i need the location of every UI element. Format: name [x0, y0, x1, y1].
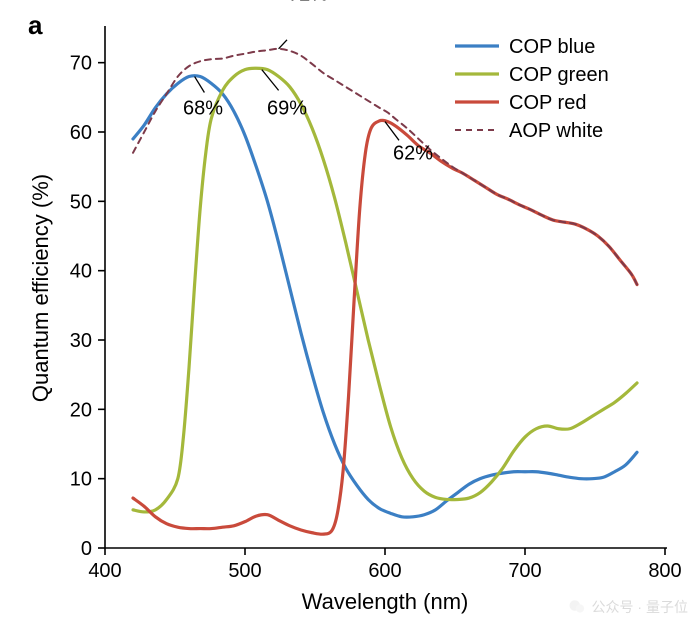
annotation-label: 69%	[267, 98, 307, 120]
x-tick-label: 600	[368, 560, 401, 582]
y-tick-label: 70	[70, 53, 92, 75]
y-tick-label: 10	[70, 469, 92, 491]
watermark: 公众号 · 量子位	[568, 597, 688, 617]
quantum-efficiency-chart: 400 500 600 700 800 0 10 20 30 40 50 60 70 Wavelength…	[0, 0, 700, 625]
watermark-text: 公众号 · 量子位	[592, 597, 688, 617]
y-tick-label: 50	[70, 191, 92, 213]
legend-label: COP red	[509, 92, 586, 114]
x-tick-label: 500	[228, 560, 261, 582]
x-tick-label: 800	[648, 560, 681, 582]
x-axis-label: Wavelength (nm)	[302, 589, 469, 614]
annotation-label: 62%	[393, 143, 433, 165]
legend-label: COP green	[509, 64, 609, 86]
y-tick-label: 20	[70, 399, 92, 421]
wechat-icon	[568, 598, 586, 616]
y-tick-label: 60	[70, 122, 92, 144]
x-tick-label: 700	[508, 560, 541, 582]
legend-label: COP blue	[509, 36, 595, 58]
y-tick-label: 30	[70, 330, 92, 352]
x-tick-label: 400	[88, 560, 121, 582]
legend-label: AOP white	[509, 120, 603, 142]
y-tick-label: 40	[70, 261, 92, 283]
y-tick-label: 0	[81, 538, 92, 560]
y-axis-label: Quantum efficiency (%)	[28, 174, 53, 402]
annotation-label: 68%	[183, 98, 223, 120]
series-cop-red	[133, 120, 637, 534]
annotation-label: 72%	[288, 0, 328, 5]
annotation-leader	[279, 40, 287, 49]
